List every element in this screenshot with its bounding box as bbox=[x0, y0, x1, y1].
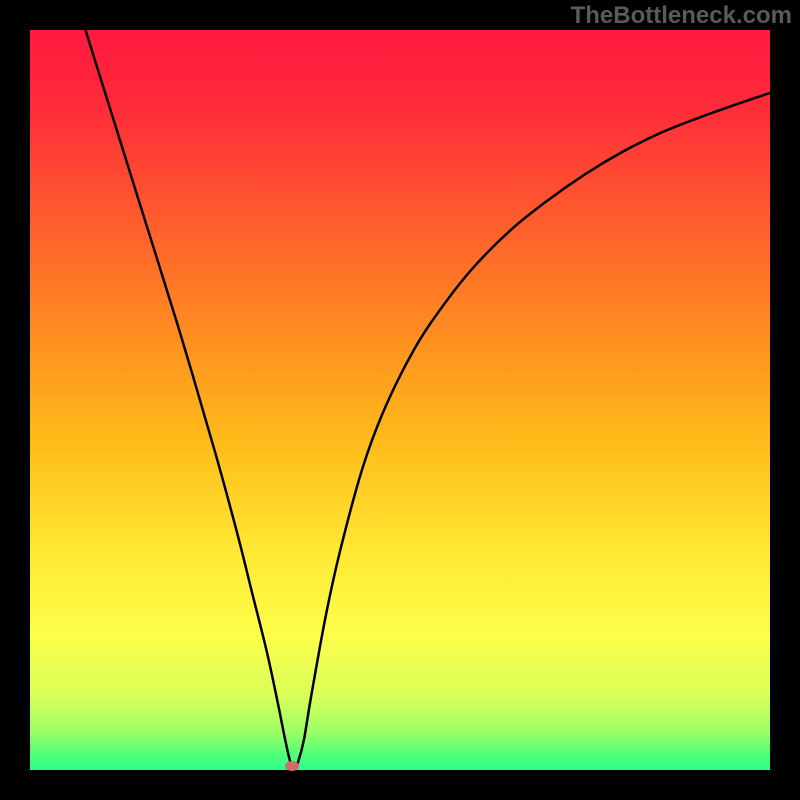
bottleneck-curve bbox=[30, 30, 770, 770]
plot-area bbox=[30, 30, 770, 770]
curve-path bbox=[86, 30, 771, 770]
chart-outer-frame: TheBottleneck.com bbox=[0, 0, 800, 800]
watermark-text: TheBottleneck.com bbox=[571, 2, 792, 30]
